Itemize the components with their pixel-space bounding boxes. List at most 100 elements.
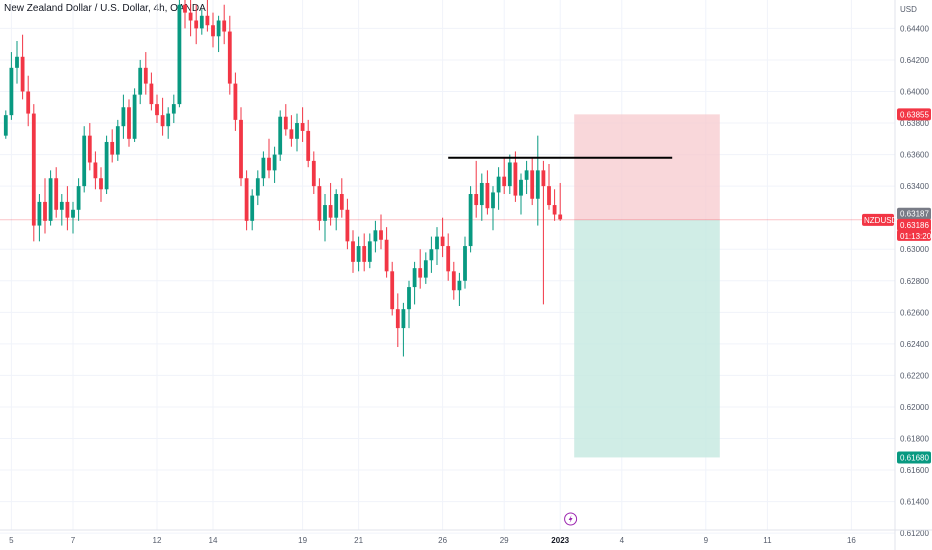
x-tick-label: 2023 xyxy=(551,536,569,545)
candle-body xyxy=(323,205,327,221)
candle-body xyxy=(93,162,98,179)
currency-label: USD xyxy=(900,5,917,14)
candle-body xyxy=(205,15,210,26)
candle-body xyxy=(160,115,165,127)
x-tick-label: 29 xyxy=(500,536,509,545)
candle-body xyxy=(339,194,344,210)
candle-body xyxy=(48,178,53,221)
candle-body xyxy=(345,209,350,242)
candle-body xyxy=(306,130,311,161)
candle-body xyxy=(334,194,339,218)
candle-body xyxy=(384,239,389,272)
candle-body xyxy=(82,135,87,187)
candle-body xyxy=(530,170,535,199)
candle-body xyxy=(367,241,372,262)
candle-body xyxy=(418,268,423,278)
price-badge-stop xyxy=(897,108,931,121)
chart-title: New Zealand Dollar / U.S. Dollar, 4h, OA… xyxy=(4,3,206,14)
candle-body xyxy=(54,178,59,210)
candle-body xyxy=(496,176,501,193)
candle-body xyxy=(558,214,563,220)
candle-body xyxy=(457,280,462,291)
x-tick-label: 7 xyxy=(71,536,76,545)
lightning-glyph xyxy=(568,515,573,523)
stop-loss-zone[interactable] xyxy=(574,114,720,220)
candle-body xyxy=(401,309,406,329)
candle-body xyxy=(390,271,395,310)
candle-body xyxy=(272,154,277,171)
candle-body xyxy=(155,104,159,116)
candle-body xyxy=(311,160,316,187)
y-tick-label: 0.61800 xyxy=(900,435,929,444)
y-tick-label: 0.63600 xyxy=(900,151,929,160)
y-tick-label: 0.62800 xyxy=(900,277,929,286)
candle-body xyxy=(267,157,271,171)
candle-body xyxy=(513,162,518,196)
candle-body xyxy=(26,91,31,114)
time-axis[interactable]: 5 7 12 14 19 21 26 29 2023 4 9 11 16 xyxy=(0,529,932,545)
candle-body xyxy=(446,246,451,272)
candle-body xyxy=(507,162,512,187)
y-tick-label: 0.64400 xyxy=(900,24,929,33)
candle-body xyxy=(216,20,221,37)
candle-body xyxy=(440,236,445,247)
candle-body xyxy=(3,115,8,136)
price-badges: 0.63855 0.63187 0.63186 0.61680 01:13:20NZDU… xyxy=(862,108,932,464)
candle-body xyxy=(351,241,355,262)
candle-body xyxy=(463,246,467,281)
candle-body xyxy=(541,170,546,187)
candle-body xyxy=(76,186,81,210)
candle-body xyxy=(485,182,490,209)
candle-body xyxy=(468,194,473,247)
y-tick-label: 0.62000 xyxy=(900,403,929,412)
price-badge-label: 0.63855 xyxy=(900,110,929,119)
candle-body xyxy=(43,201,47,221)
countdown-label: 01:13:20 xyxy=(900,232,932,241)
candle-body xyxy=(479,182,484,206)
candle-body xyxy=(295,123,299,139)
x-tick-label: 19 xyxy=(298,536,307,545)
candle-body xyxy=(379,230,383,240)
candle-body xyxy=(59,201,64,210)
price-badge-label: 0.61680 xyxy=(900,453,929,462)
symbol-tag[interactable] xyxy=(862,213,894,226)
candle-body xyxy=(423,260,428,278)
price-badge-target xyxy=(897,451,931,464)
candle-body xyxy=(362,246,367,262)
y-tick-label: 0.61200 xyxy=(900,529,929,538)
candle-body xyxy=(552,205,557,215)
candle-body xyxy=(233,83,238,120)
candle-body xyxy=(250,195,255,221)
candle-body xyxy=(149,83,154,105)
candle-body xyxy=(222,20,227,32)
price-axis[interactable]: 0.64400 0.64200 0.64000 0.63800 0.63600 0.634… xyxy=(894,0,929,550)
candle-body xyxy=(407,287,411,310)
y-tick-label: 0.63400 xyxy=(900,182,929,191)
candle-body xyxy=(255,178,260,196)
candle-body xyxy=(474,194,479,206)
take-profit-zone[interactable] xyxy=(574,219,720,458)
position-zones[interactable] xyxy=(574,114,720,458)
x-tick-label: 12 xyxy=(153,536,162,545)
candle-body xyxy=(356,246,361,262)
candle-body xyxy=(429,249,434,261)
y-tick-label: 0.64000 xyxy=(900,87,929,96)
candle-body xyxy=(171,104,176,114)
x-tick-label: 21 xyxy=(354,536,363,545)
candle-body xyxy=(15,56,19,68)
candle-body xyxy=(99,178,103,190)
candle-body xyxy=(177,4,182,105)
price-badge-price xyxy=(897,218,931,231)
candle-body xyxy=(300,123,305,131)
candle-body xyxy=(547,186,551,206)
candle-body xyxy=(502,176,507,187)
misc-markers[interactable] xyxy=(564,512,578,526)
y-tick-label: 0.61600 xyxy=(900,466,929,475)
y-tick-label: 0.61400 xyxy=(900,498,929,507)
x-tick-label: 26 xyxy=(438,536,447,545)
price-badge-label: 0.63187 xyxy=(900,210,929,219)
grid-lines xyxy=(0,0,895,534)
price-badge-last_bar xyxy=(897,207,931,220)
y-tick-label: 0.62200 xyxy=(900,371,929,380)
